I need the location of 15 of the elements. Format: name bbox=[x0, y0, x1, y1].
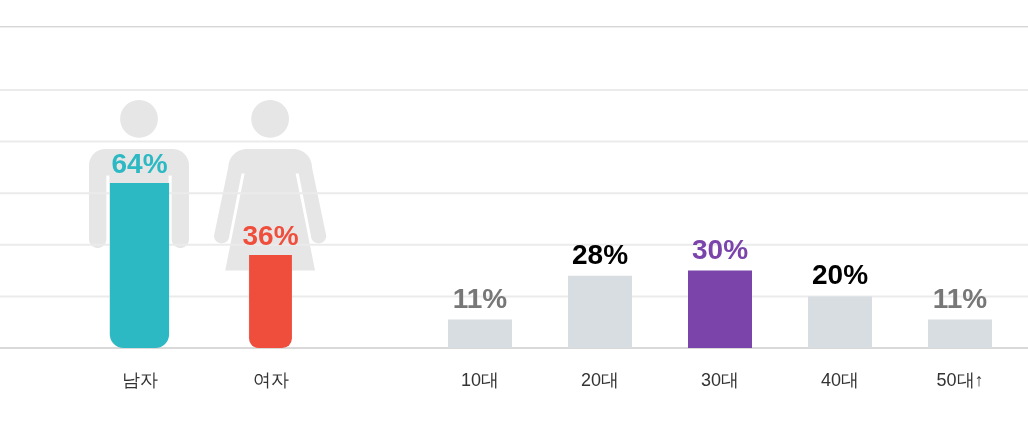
x-tick-label: 40대 bbox=[820, 369, 860, 390]
data-label: 30% bbox=[691, 233, 749, 265]
data-label: 36% bbox=[242, 220, 299, 252]
x-tick-label: 남자 bbox=[121, 369, 158, 390]
x-tick-label: 30대 bbox=[700, 369, 740, 390]
x-tick-label: 여자 bbox=[252, 369, 289, 390]
data-label: 11% bbox=[932, 282, 988, 314]
x-tick-label: 50대↑ bbox=[936, 369, 984, 390]
data-label: 20% bbox=[811, 259, 869, 291]
x-tick-label: 20대 bbox=[580, 369, 620, 390]
data-label: 64% bbox=[111, 147, 168, 179]
x-tick-label: 10대 bbox=[460, 369, 500, 390]
bar bbox=[688, 270, 752, 348]
data-label: 28% bbox=[571, 238, 629, 270]
data-label: 11% bbox=[452, 282, 508, 314]
